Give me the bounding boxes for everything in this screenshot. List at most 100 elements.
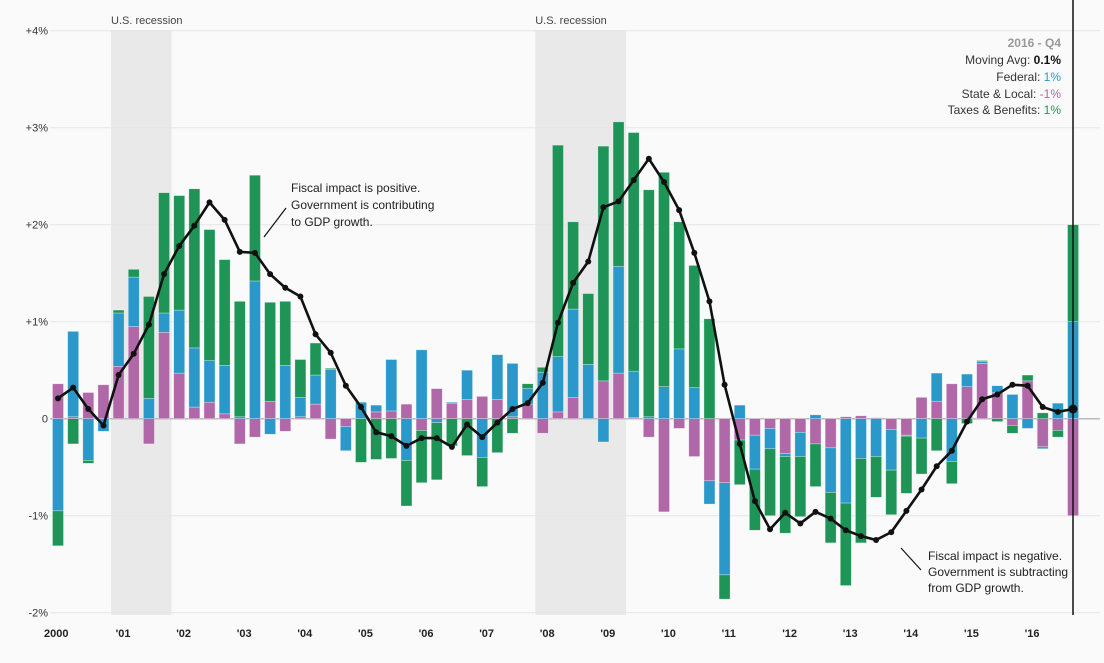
- bar-segment-taxes-benefits[interactable]: [976, 360, 988, 362]
- bar-segment-federal[interactable]: [430, 418, 443, 423]
- moving-average-point[interactable]: [251, 249, 258, 256]
- bar-segment-state-local[interactable]: [158, 332, 170, 419]
- bar-segment-state-local[interactable]: [915, 397, 928, 419]
- moving-average-point[interactable]: [130, 350, 137, 357]
- bar-segment-taxes-benefits[interactable]: [536, 366, 549, 373]
- bar-segment-state-local[interactable]: [461, 398, 473, 419]
- bar-segment-federal[interactable]: [400, 418, 413, 461]
- bar-segment-state-local[interactable]: [809, 418, 822, 445]
- moving-average-point[interactable]: [1039, 404, 1046, 411]
- bar-segment-state-local[interactable]: [249, 418, 261, 438]
- bar-segment-state-local[interactable]: [234, 418, 246, 445]
- moving-average-point[interactable]: [509, 406, 516, 412]
- bar-segment-taxes-benefits[interactable]: [491, 418, 504, 453]
- bar-segment-taxes-benefits[interactable]: [279, 301, 292, 366]
- bar-segment-taxes-benefits[interactable]: [476, 457, 489, 487]
- bar-segment-state-local[interactable]: [400, 403, 413, 419]
- moving-average-point[interactable]: [1024, 382, 1031, 389]
- moving-average-point[interactable]: [706, 298, 713, 305]
- moving-average-point[interactable]: [100, 422, 107, 429]
- bar-segment-federal[interactable]: [779, 453, 792, 457]
- moving-average-point[interactable]: [797, 520, 804, 527]
- bar-segment-federal[interactable]: [67, 331, 79, 418]
- bar-segment-taxes-benefits[interactable]: [1021, 374, 1034, 382]
- bar-segment-state-local[interactable]: [173, 372, 185, 419]
- moving-average-point[interactable]: [464, 421, 471, 428]
- bar-segment-taxes-benefits[interactable]: [703, 318, 716, 420]
- bar-segment-taxes-benefits[interactable]: [885, 469, 898, 516]
- bar-segment-state-local[interactable]: [218, 413, 231, 420]
- bar-segment-state-local[interactable]: [794, 418, 807, 433]
- bar-segment-state-local[interactable]: [946, 383, 958, 419]
- bar-segment-federal[interactable]: [279, 365, 292, 420]
- bar-segment-taxes-benefits[interactable]: [400, 460, 413, 507]
- bar-segment-state-local[interactable]: [536, 418, 549, 434]
- bar-segment-federal[interactable]: [446, 401, 458, 404]
- bar-segment-state-local[interactable]: [1006, 418, 1019, 426]
- moving-average-point[interactable]: [358, 404, 364, 411]
- bar-segment-taxes-benefits[interactable]: [188, 188, 201, 349]
- moving-average-point[interactable]: [70, 384, 77, 391]
- bar-segment-state-local[interactable]: [643, 418, 655, 438]
- bar-segment-taxes-benefits[interactable]: [324, 367, 337, 370]
- moving-average-point[interactable]: [191, 222, 198, 229]
- bar-segment-state-local[interactable]: [885, 418, 898, 430]
- bar-segment-federal[interactable]: [461, 369, 473, 400]
- moving-average-point[interactable]: [691, 249, 698, 256]
- moving-average-point[interactable]: [645, 155, 652, 162]
- moving-average-point[interactable]: [418, 435, 425, 442]
- moving-average-point[interactable]: [115, 372, 122, 379]
- bar-segment-state-local[interactable]: [127, 326, 140, 419]
- bar-segment-taxes-benefits[interactable]: [355, 418, 367, 463]
- moving-average-point[interactable]: [630, 177, 637, 184]
- bar-segment-taxes-benefits[interactable]: [461, 418, 473, 456]
- bar-segment-taxes-benefits[interactable]: [794, 456, 807, 517]
- moving-average-point[interactable]: [479, 434, 486, 441]
- moving-average-point[interactable]: [721, 381, 728, 388]
- moving-average-point[interactable]: [297, 293, 304, 300]
- bar-segment-federal[interactable]: [370, 404, 382, 413]
- moving-average-point[interactable]: [55, 395, 61, 402]
- moving-average-point[interactable]: [206, 199, 213, 206]
- bar-segment-taxes-benefits[interactable]: [370, 418, 382, 460]
- bar-segment-taxes-benefits[interactable]: [688, 265, 701, 388]
- bar-segment-taxes-benefits[interactable]: [991, 418, 1004, 422]
- bar-segment-federal[interactable]: [1006, 394, 1019, 420]
- moving-average-point[interactable]: [767, 526, 774, 533]
- bar-segment-state-local[interactable]: [688, 418, 701, 457]
- bar-segment-state-local[interactable]: [1036, 418, 1049, 448]
- bar-segment-federal[interactable]: [612, 266, 625, 374]
- bar-segment-state-local[interactable]: [718, 418, 731, 484]
- bar-segment-taxes-benefits[interactable]: [809, 443, 822, 487]
- bar-segment-federal[interactable]: [930, 372, 943, 402]
- bar-segment-federal[interactable]: [703, 480, 716, 505]
- bar-segment-state-local[interactable]: [567, 397, 579, 419]
- bar-segment-federal[interactable]: [385, 359, 398, 412]
- bar-segment-federal[interactable]: [249, 280, 261, 419]
- bar-segment-taxes-benefits[interactable]: [946, 461, 958, 484]
- bar-segment-taxes-benefits[interactable]: [1036, 412, 1049, 420]
- bar-segment-taxes-benefits[interactable]: [673, 221, 685, 350]
- bar-segment-state-local[interactable]: [385, 410, 398, 420]
- bar-segment-state-local[interactable]: [1052, 418, 1064, 431]
- bar-segment-federal[interactable]: [749, 434, 761, 470]
- moving-average-point[interactable]: [1009, 381, 1016, 388]
- moving-average-point[interactable]: [145, 321, 152, 328]
- moving-average-point[interactable]: [539, 379, 546, 386]
- bar-segment-state-local[interactable]: [143, 418, 155, 445]
- bar-segment-federal[interactable]: [340, 426, 352, 452]
- bar-segment-taxes-benefits[interactable]: [294, 359, 307, 398]
- bar-segment-state-local[interactable]: [658, 418, 670, 513]
- bar-segment-federal[interactable]: [627, 370, 640, 419]
- moving-average-point[interactable]: [661, 179, 667, 186]
- bar-segment-state-local[interactable]: [930, 400, 943, 419]
- bar-segment-federal[interactable]: [506, 363, 519, 418]
- moving-average-point[interactable]: [433, 435, 440, 442]
- bar-segment-taxes-benefits[interactable]: [582, 293, 595, 365]
- bar-segment-taxes-benefits[interactable]: [309, 342, 322, 376]
- bar-segment-state-local[interactable]: [521, 403, 534, 419]
- bar-segment-state-local[interactable]: [264, 400, 276, 419]
- bar-segment-taxes-benefits[interactable]: [112, 309, 125, 314]
- bar-segment-state-local[interactable]: [749, 418, 761, 436]
- moving-average-point[interactable]: [979, 396, 986, 403]
